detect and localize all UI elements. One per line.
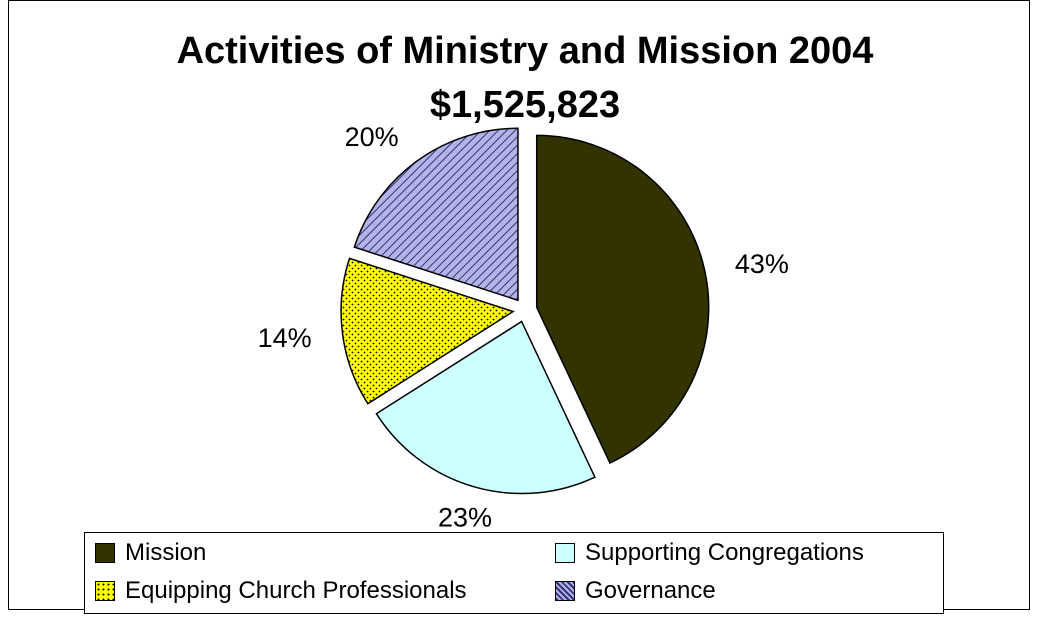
pie-label-governance: 20% bbox=[345, 122, 399, 152]
pie-slice-mission bbox=[535, 134, 710, 465]
chart-frame bbox=[8, 0, 1030, 610]
legend-label-governance: Governance bbox=[585, 577, 716, 604]
legend-item-governance: Governance bbox=[555, 577, 716, 605]
chart-subtitle: $1,525,823 bbox=[429, 84, 621, 126]
pie-label-supporting-congregations: 23% bbox=[438, 502, 492, 532]
pie-slice-equipping-church-professionals bbox=[340, 257, 515, 405]
legend-swatch-mission bbox=[95, 543, 115, 563]
pie-label-equipping-church-professionals: 14% bbox=[258, 323, 312, 353]
legend-item-mission: Mission bbox=[95, 539, 206, 567]
pie-label-mission: 43% bbox=[735, 249, 789, 279]
legend-swatch-equipping-church-professionals bbox=[95, 581, 115, 601]
legend-item-supporting-congregations: Supporting Congregations bbox=[555, 539, 864, 567]
chart-title: Activities of Ministry and Mission 2004 bbox=[176, 30, 874, 72]
legend-swatch-governance bbox=[555, 581, 575, 601]
legend-swatch-supporting-congregations bbox=[555, 543, 575, 563]
legend-label-supporting-congregations: Supporting Congregations bbox=[585, 539, 864, 566]
legend-item-equipping-church-professionals: Equipping Church Professionals bbox=[95, 577, 467, 605]
pie-slice-governance bbox=[353, 127, 519, 302]
legend-label-mission: Mission bbox=[125, 539, 207, 566]
pie-slice-supporting-congregations bbox=[375, 320, 596, 495]
chart-legend: Mission Supporting Congregations Equippi… bbox=[84, 532, 944, 614]
legend-label-equipping-church-professionals: Equipping Church Professionals bbox=[125, 577, 467, 604]
